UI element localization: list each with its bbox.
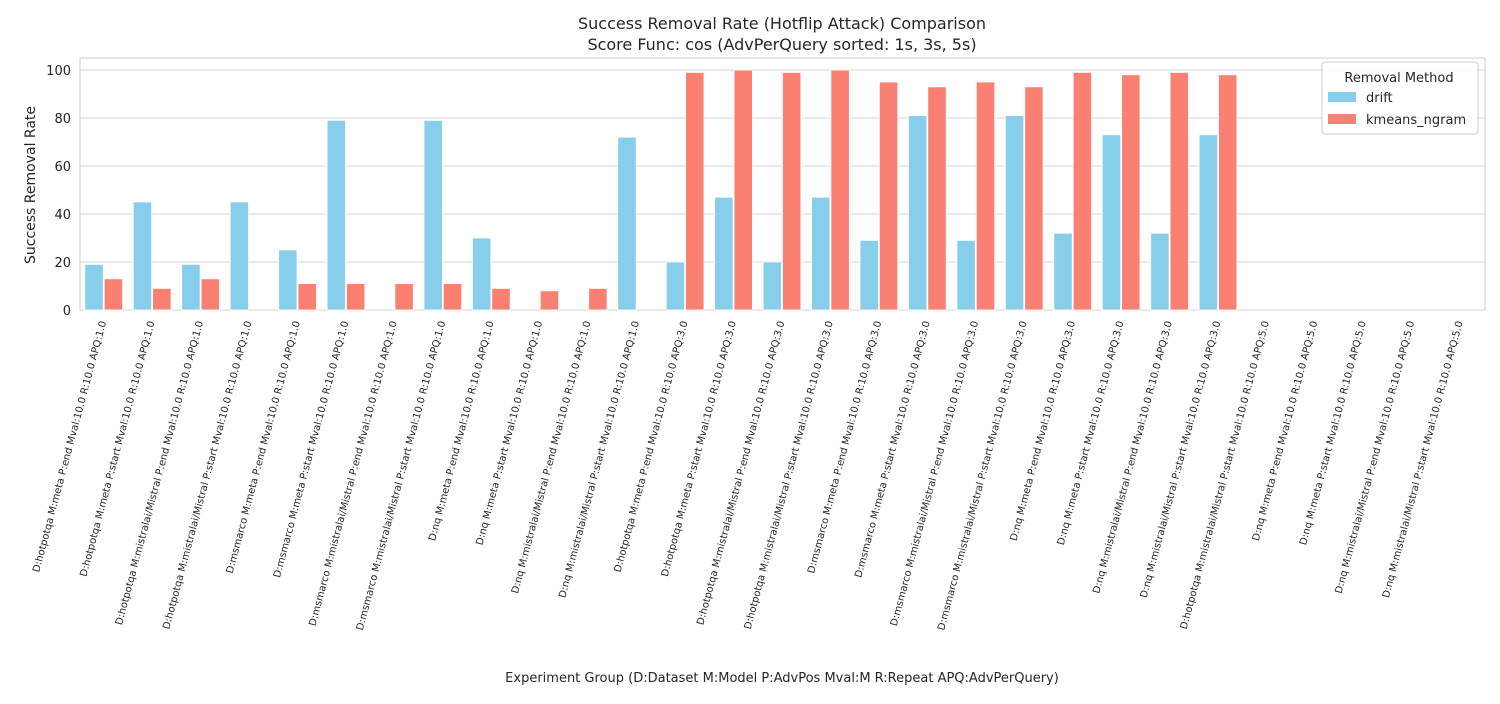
bar-kmeans-ngram [1072, 72, 1092, 311]
x-tick-label: D:hotpotqa M:mistralai/Mistral P:start M… [1179, 320, 1272, 631]
bar-drift [229, 201, 249, 311]
legend-swatch-kmeans-ngram [1328, 114, 1356, 124]
bars [84, 69, 1238, 311]
bar-drift [956, 239, 976, 311]
bar-drift [908, 115, 928, 311]
x-tick-label: D:nq M:mistralai/Mistral P:start Mval:10… [1139, 320, 1224, 599]
bar-kmeans-ngram [927, 86, 947, 311]
x-tick-label: D:nq M:mistralai/Mistral P:start Mval:10… [1381, 320, 1466, 599]
bar-kmeans-ngram [1024, 86, 1044, 311]
x-tick-label: D:hotpotqa M:mistralai/Mistral P:start M… [161, 320, 254, 631]
bar-drift [1053, 232, 1073, 311]
bar-kmeans-ngram [733, 69, 753, 311]
bar-drift [423, 120, 443, 311]
bar-drift [714, 196, 734, 311]
bar-drift [181, 263, 201, 311]
x-axis-label: Experiment Group (D:Dataset M:Model P:Ad… [505, 671, 1059, 686]
y-tick-label: 60 [54, 160, 71, 175]
bar-kmeans-ngram [346, 283, 366, 311]
y-tick-label: 100 [46, 64, 71, 79]
bar-drift [472, 237, 492, 311]
bar-drift [859, 239, 879, 311]
bar-kmeans-ngram [103, 278, 124, 311]
bar-drift [132, 201, 153, 311]
bar-kmeans-ngram [539, 290, 560, 311]
bar-kmeans-ngram [1218, 74, 1238, 311]
bar-kmeans-ngram [685, 72, 705, 311]
y-tick-label: 20 [54, 256, 71, 271]
bar-kmeans-ngram [200, 278, 220, 311]
bar-drift [762, 261, 782, 311]
bar-drift [665, 261, 686, 311]
x-tick-label: D:nq M:mistralai/Mistral P:start Mval:10… [557, 320, 642, 599]
bar-drift [1101, 134, 1122, 311]
y-tick-label: 0 [63, 304, 71, 319]
bar-kmeans-ngram [1121, 74, 1141, 311]
legend-frame [1321, 61, 1479, 135]
bar-kmeans-ngram [975, 81, 996, 311]
bar-kmeans-ngram [297, 283, 317, 311]
y-tick-label: 40 [54, 208, 71, 223]
bar-drift [811, 196, 831, 311]
bar-kmeans-ngram [830, 69, 850, 311]
x-tick-label: D:hotpotqa M:mistralai/Mistral P:end Mva… [695, 320, 787, 626]
x-tick-label: D:msmarco M:mistralai/Mistral P:end Mval… [889, 320, 981, 628]
legend-swatch-drift [1328, 92, 1356, 102]
bar-kmeans-ngram [152, 287, 172, 311]
chart-title: Success Removal Rate (Hotflip Attack) Co… [578, 14, 986, 33]
legend-label-kmeans-ngram: kmeans_ngram [1366, 113, 1466, 128]
bar-drift [617, 136, 637, 311]
bar-kmeans-ngram [878, 81, 899, 311]
bar-kmeans-ngram [442, 283, 463, 311]
bar-drift [1004, 115, 1025, 311]
bar-drift [1150, 232, 1170, 311]
bar-drift [84, 263, 104, 311]
legend-title: Removal Method [1344, 71, 1453, 86]
y-axis-label: Success Removal Rate [23, 106, 39, 264]
bar-kmeans-ngram [782, 72, 802, 311]
bar-drift [278, 249, 298, 311]
bar-kmeans-ngram [1169, 72, 1189, 311]
legend: Removal Method drift kmeans_ngram [1321, 61, 1479, 135]
bar-kmeans-ngram [394, 283, 414, 311]
bar-kmeans-ngram [491, 287, 511, 311]
bar-drift [326, 120, 346, 311]
x-tick-label: D:hotpotqa M:mistralai/Mistral P:end Mva… [114, 320, 206, 626]
x-tick-label: D:msmarco M:mistralai/Mistral P:end Mval… [308, 320, 400, 628]
legend-label-drift: drift [1366, 91, 1393, 106]
y-tick-label: 80 [54, 112, 71, 127]
x-tick-label: D:hotpotqa M:mistralai/Mistral P:start M… [743, 320, 836, 631]
x-tick-label: D:msmarco M:mistralai/Mistral P:start Mv… [355, 320, 448, 632]
x-tick-label: D:msmarco M:mistralai/Mistral P:start Mv… [936, 320, 1029, 632]
chart-subtitle: Score Func: cos (AdvPerQuery sorted: 1s,… [587, 35, 976, 54]
bar-drift [1198, 134, 1218, 311]
bar-kmeans-ngram [588, 287, 608, 311]
